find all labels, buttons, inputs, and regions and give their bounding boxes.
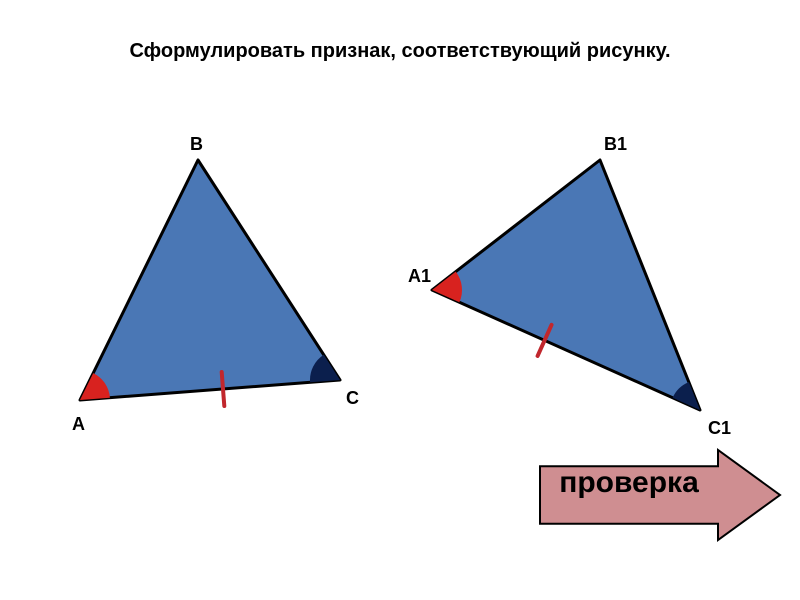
vertex-label-b1: B1 xyxy=(604,134,627,155)
diagram-canvas: Сформулировать признак, соответствующий … xyxy=(0,0,800,600)
vertex-label-b: B xyxy=(190,134,203,155)
vertex-label-a1: A1 xyxy=(408,266,431,287)
vertex-label-a: A xyxy=(72,414,85,435)
vertex-label-c: C xyxy=(346,388,359,409)
check-arrow-label: проверка xyxy=(540,468,718,522)
vertex-label-c1: C1 xyxy=(708,418,731,439)
